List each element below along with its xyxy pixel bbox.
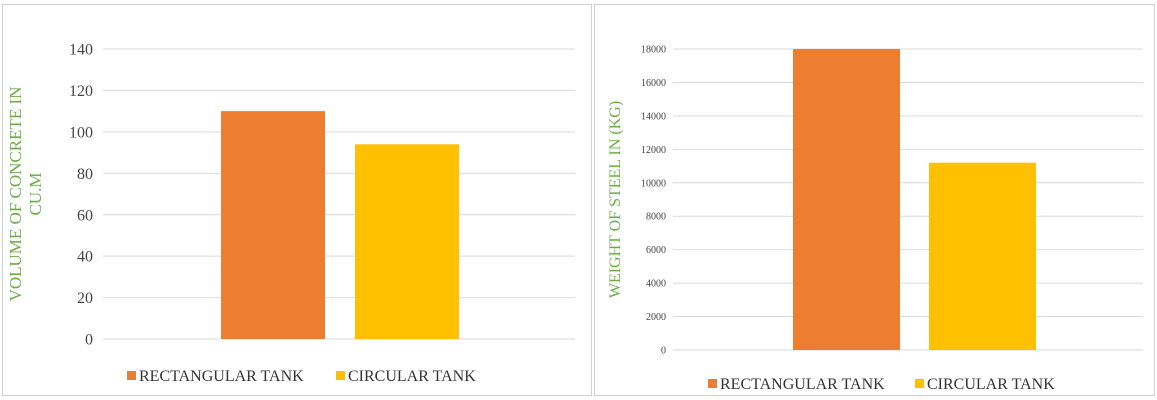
concrete-bar-rectangular: [221, 111, 325, 340]
concrete-legend-swatch-rectangular: [127, 371, 136, 380]
concrete-legend-label-rectangular: RECTANGULAR TANK: [139, 368, 304, 385]
concrete-y-tick-label: 0: [85, 332, 93, 349]
concrete-bar-circular: [355, 144, 459, 339]
steel-legend-label-circular: CIRCULAR TANK: [927, 376, 1055, 393]
steel-legend-label-rectangular: RECTANGULAR TANK: [720, 376, 885, 393]
concrete-legend-label-circular: CIRCULAR TANK: [348, 368, 476, 385]
steel-weight-chart-svg: 0 2000 4000 6000 8000 10000 12000 14000 16000 180…: [607, 45, 1143, 393]
concrete-y-tick-label: 60: [77, 207, 93, 224]
steel-y-tick-label: 6000: [646, 245, 666, 256]
steel-y-tick-label: 2000: [646, 312, 666, 323]
steel-legend-swatch-rectangular: [708, 379, 717, 388]
steel-bar-rectangular: [793, 49, 900, 350]
concrete-y-tick-label: 40: [77, 249, 93, 266]
chart-panel-concrete-volume: 0 20 40 60 80 100 120 140 VOLUME OF CONCRETE INC…: [2, 4, 592, 396]
steel-y-tick-label: 14000: [641, 111, 666, 122]
steel-y-tick-label: 16000: [641, 78, 666, 89]
concrete-legend-swatch-circular: [336, 371, 345, 380]
concrete-y-tick-label: 140: [69, 42, 93, 59]
steel-y-tick-label: 8000: [646, 212, 666, 223]
steel-y-tick-label: 0: [661, 346, 666, 357]
chart-panel-steel-weight: 0 2000 4000 6000 8000 10000 12000 14000 16000 180…: [594, 4, 1155, 396]
steel-y-tick-label: 12000: [641, 145, 666, 156]
concrete-y-axis-label-line: VOLUME OF CONCRETE IN: [6, 87, 25, 302]
steel-legend-swatch-circular: [915, 379, 924, 388]
concrete-y-tick-label: 80: [77, 166, 93, 183]
concrete-y-tick-label: 100: [69, 124, 93, 141]
steel-y-axis-label: WEIGHT OF STEEL IN (KG): [607, 101, 624, 298]
steel-y-tick-label: 10000: [641, 178, 666, 189]
steel-y-axis-label-line: WEIGHT OF STEEL IN (KG): [607, 101, 624, 298]
steel-bar-circular: [929, 162, 1036, 350]
concrete-y-axis-label-line: CU.M: [26, 173, 45, 216]
concrete-y-axis-label: VOLUME OF CONCRETE INCU.M: [6, 87, 45, 302]
concrete-y-tick-label: 120: [69, 83, 93, 100]
steel-y-tick-label: 4000: [646, 279, 666, 290]
concrete-y-tick-label: 20: [77, 290, 93, 307]
steel-y-tick-label: 18000: [641, 45, 666, 56]
